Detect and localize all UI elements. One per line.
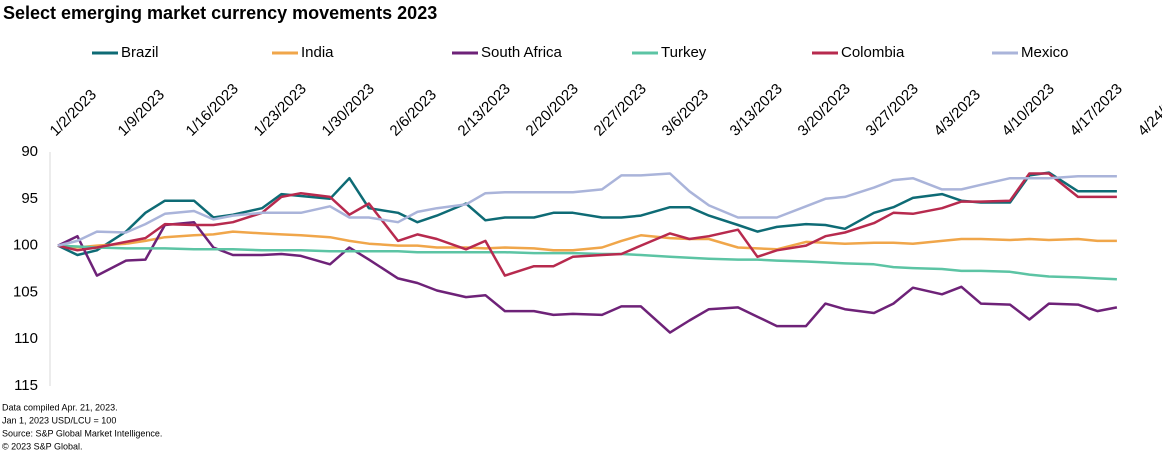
x-tick-label: 2/20/2023 xyxy=(523,80,582,139)
y-tick-label: 110 xyxy=(14,330,38,347)
footnote: Jan 1, 2023 USD/LCU = 100 xyxy=(2,415,116,425)
x-tick-label: 1/16/2023 xyxy=(183,80,242,139)
footnote: Source: S&P Global Market Intelligence. xyxy=(2,428,162,438)
legend-label: Brazil xyxy=(121,44,159,61)
legend-label: Colombia xyxy=(841,44,905,61)
legend-label: Mexico xyxy=(1021,44,1069,61)
x-tick-label: 3/6/2023 xyxy=(659,86,712,139)
x-tick-label: 3/20/2023 xyxy=(795,80,854,139)
series-line xyxy=(57,172,1117,277)
x-tick-label: 4/24/2023 xyxy=(1135,80,1162,139)
legend-label: India xyxy=(301,44,334,61)
legend-label: South Africa xyxy=(481,44,563,61)
series-line xyxy=(57,244,1117,281)
x-tick-label: 1/2/2023 xyxy=(47,86,100,139)
chart-title: Select emerging market currency movement… xyxy=(3,3,437,23)
x-tick-label: 1/9/2023 xyxy=(115,86,168,139)
legend-label: Turkey xyxy=(661,44,707,61)
x-tick-label: 4/3/2023 xyxy=(931,86,984,139)
x-tick-label: 1/30/2023 xyxy=(319,80,378,139)
x-tick-label: 4/10/2023 xyxy=(999,80,1058,139)
footnote: Data compiled Apr. 21, 2023. xyxy=(2,402,118,412)
series-line xyxy=(57,220,1118,334)
x-tick-label: 2/13/2023 xyxy=(455,80,514,139)
footnote: © 2023 S&P Global. xyxy=(2,441,83,451)
x-tick-label: 2/6/2023 xyxy=(387,86,440,139)
series-line xyxy=(57,172,1117,247)
x-tick-label: 3/13/2023 xyxy=(727,80,786,139)
series-line xyxy=(57,230,1117,252)
y-tick-label: 90 xyxy=(21,143,38,160)
x-tick-label: 2/27/2023 xyxy=(591,80,650,139)
x-tick-label: 3/27/2023 xyxy=(863,80,922,139)
y-tick-label: 95 xyxy=(21,190,38,207)
y-tick-label: 100 xyxy=(13,237,38,254)
x-tick-label: 4/17/2023 xyxy=(1067,80,1126,139)
x-tick-label: 1/23/2023 xyxy=(251,80,310,139)
y-tick-label: 105 xyxy=(13,283,38,300)
series-line xyxy=(57,171,1117,257)
y-tick-label: 115 xyxy=(14,377,38,394)
